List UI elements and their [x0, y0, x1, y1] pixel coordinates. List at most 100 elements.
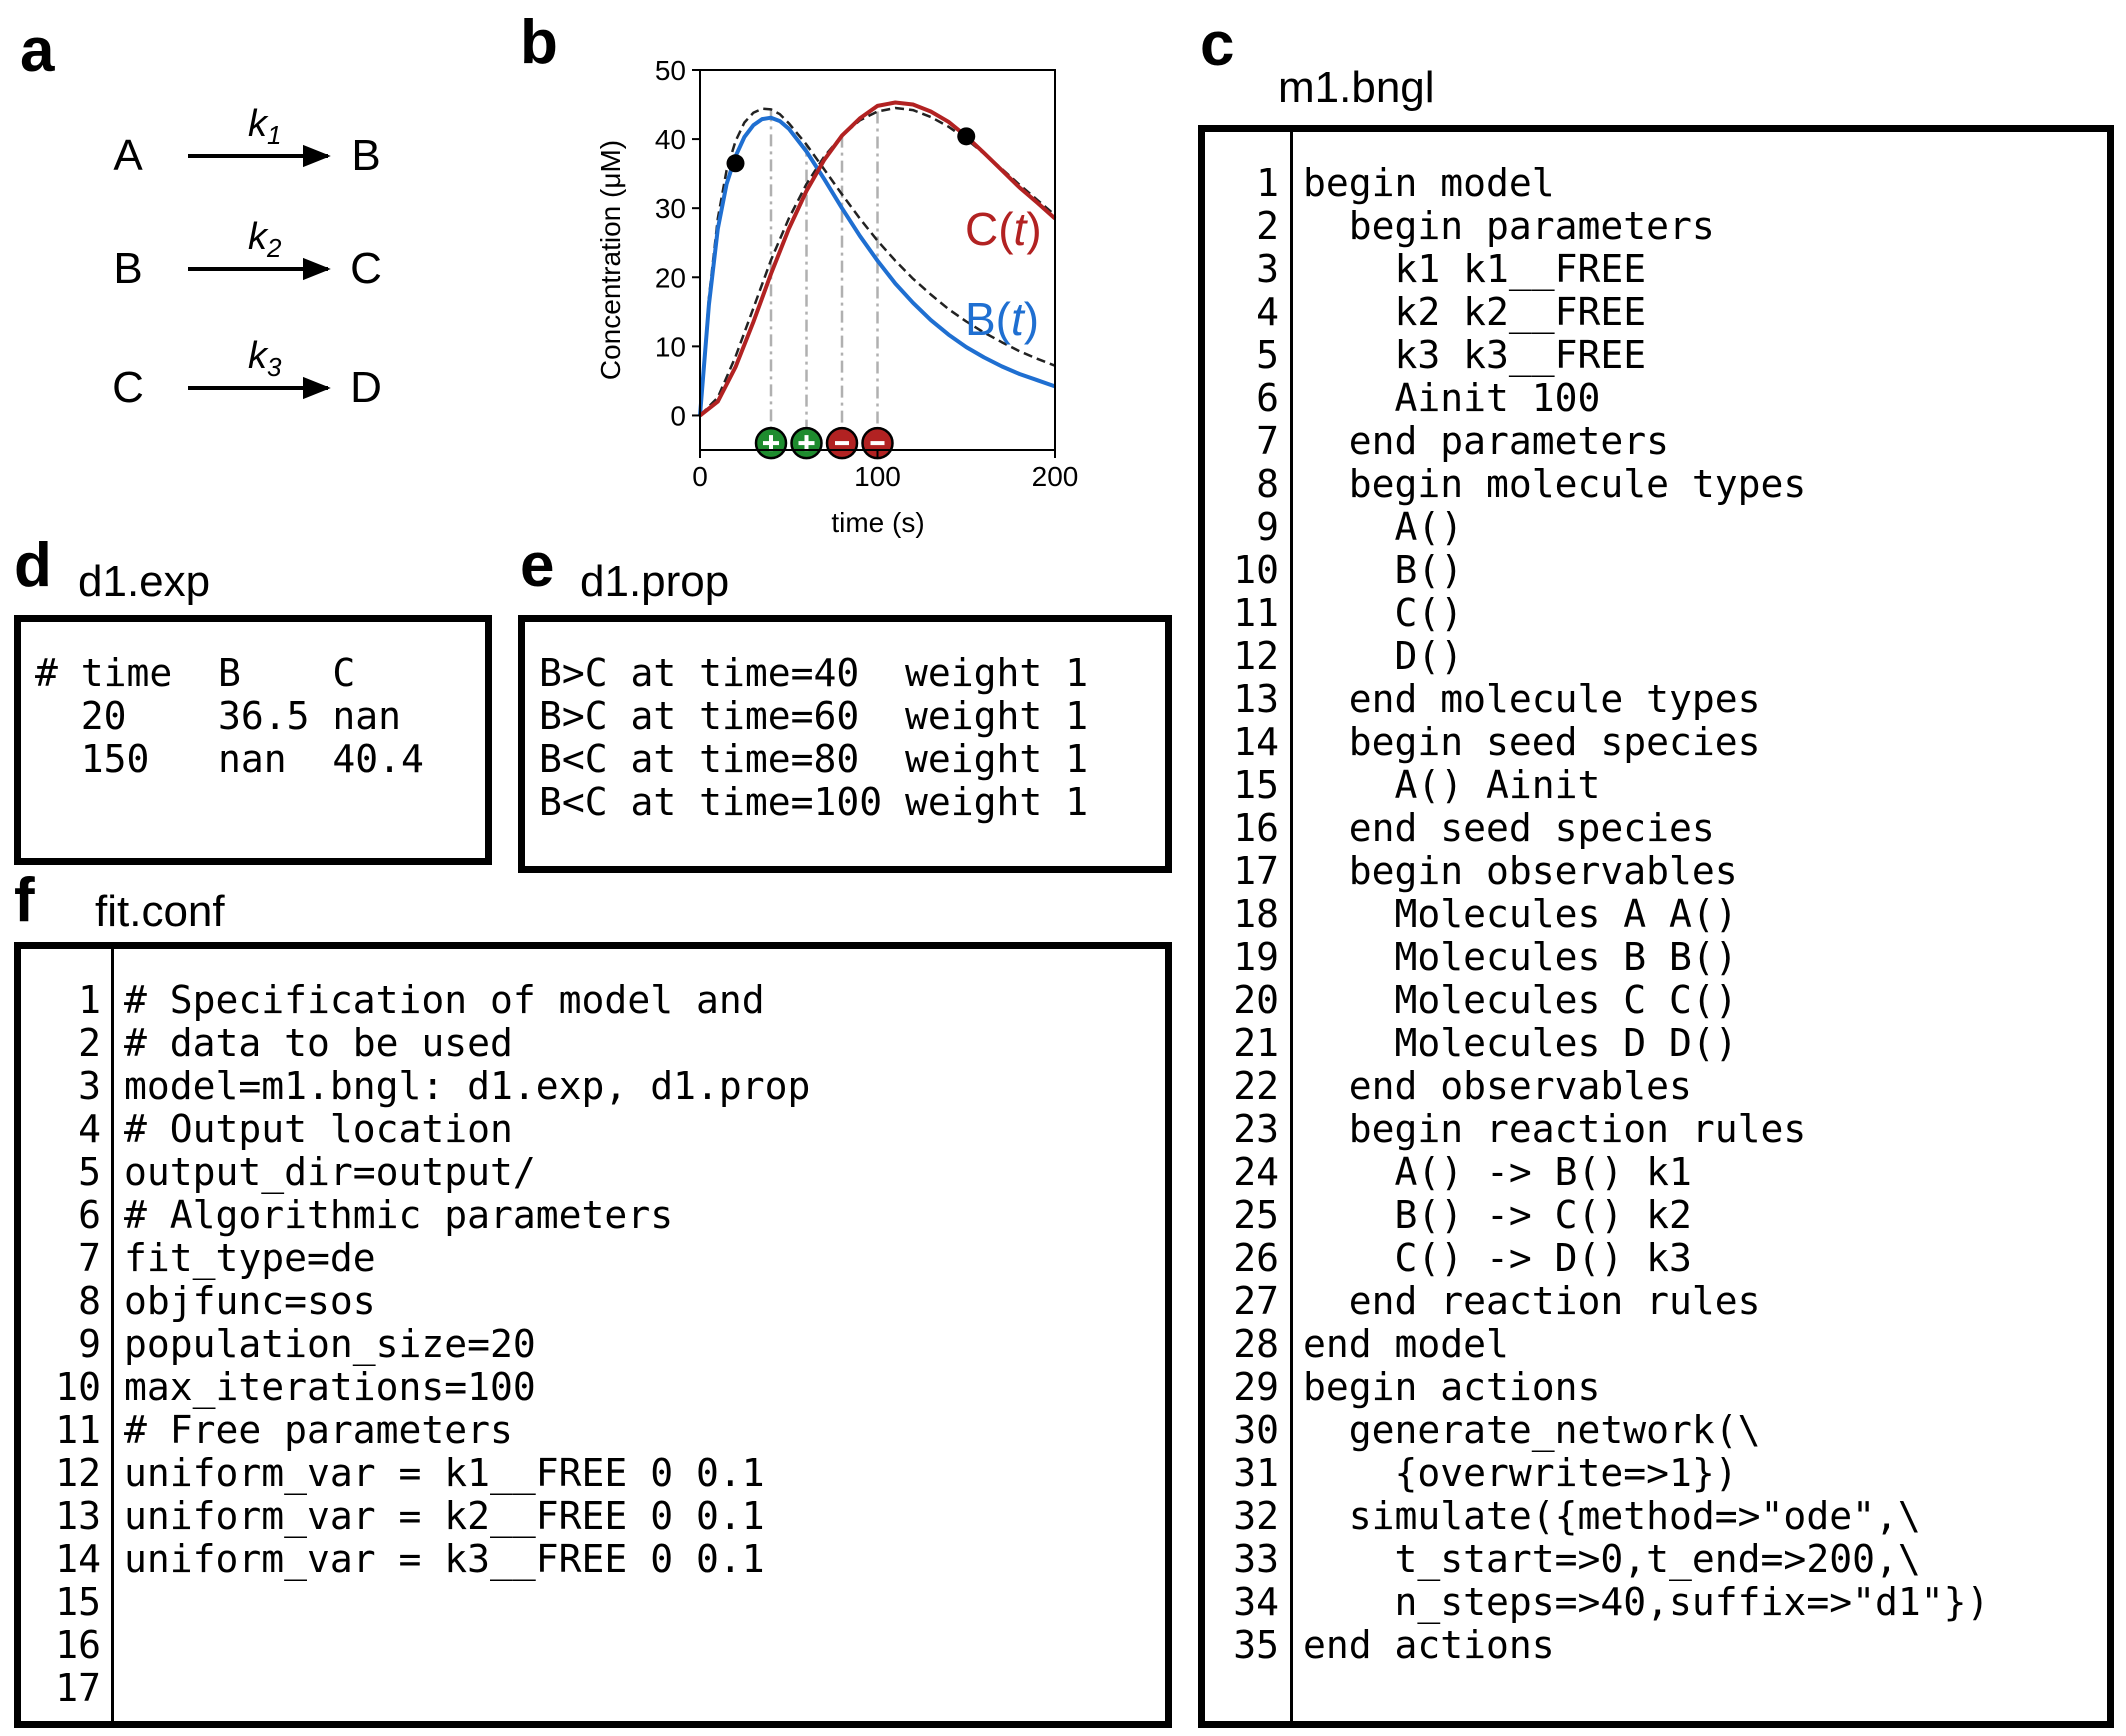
code-line: B>C at time=60 weight 1	[539, 694, 1089, 738]
y-tick-label: 50	[655, 55, 686, 86]
reactant-label: B	[113, 244, 142, 293]
reaction-1: A k1 B	[113, 103, 380, 180]
line-number: 17	[1233, 849, 1279, 893]
line-number: 12	[1233, 634, 1279, 678]
code-line: begin actions	[1303, 1365, 1601, 1409]
line-number: 17	[55, 1666, 101, 1710]
line-number: 12	[55, 1451, 101, 1495]
line-number: 34	[1233, 1580, 1279, 1624]
product-label: B	[351, 131, 380, 180]
line-number: 31	[1233, 1451, 1279, 1495]
code-line: k2 k2__FREE	[1303, 290, 1647, 334]
y-tick-label: 20	[655, 262, 686, 293]
line-number: 14	[1233, 720, 1279, 764]
code-line: # time B C	[35, 651, 356, 695]
code-line: end parameters	[1303, 419, 1670, 463]
line-number: 6	[1256, 376, 1279, 420]
code-line: # Algorithmic parameters	[124, 1193, 674, 1237]
product-label: D	[350, 363, 382, 412]
line-number-divider	[111, 949, 114, 1721]
code-line: B<C at time=80 weight 1	[539, 737, 1089, 781]
line-number: 24	[1233, 1150, 1279, 1194]
x-tick-label: 100	[854, 461, 901, 492]
line-number: 9	[1256, 505, 1279, 549]
rate-constant: k1	[248, 103, 281, 150]
reaction-2: B k2 C	[113, 216, 382, 293]
line-number: 6	[78, 1193, 101, 1237]
fit-conf-title: fit.conf	[95, 887, 225, 936]
code-line: D()	[1303, 634, 1464, 678]
code-line: C()	[1303, 591, 1464, 635]
line-number: 8	[1256, 462, 1279, 506]
concentration-chart: 0 100 200 0 10 20 30 40 50 time (s) Concentratio…	[595, 55, 1078, 538]
x-tick-label: 0	[692, 461, 708, 492]
d1-prop-code: B>C at time=40 weight 1 B>C at time=60 we…	[539, 652, 1088, 824]
line-number: 28	[1233, 1322, 1279, 1366]
line-number: 2	[78, 1021, 101, 1065]
code-line: uniform_var = k2__FREE 0 0.1	[124, 1494, 765, 1538]
rate-constant: k2	[248, 216, 282, 263]
series-line-ct	[698, 100, 1057, 418]
line-number: 11	[1233, 591, 1279, 635]
data-point	[957, 127, 976, 146]
line-number: 29	[1233, 1365, 1279, 1409]
line-number: 33	[1233, 1537, 1279, 1581]
rate-constant: k3	[248, 335, 282, 382]
line-number: 8	[78, 1279, 101, 1323]
line-number: 2	[1256, 204, 1279, 248]
line-number: 15	[55, 1580, 101, 1624]
m1-bngl-line-numbers: 1 2 3 4 5 6 7 8 9 10 11 12 13 14 15 16 17 18 19 20 21 22 23 24 2…	[1219, 162, 1279, 1667]
code-line: end molecule types	[1303, 677, 1761, 721]
d1-prop-box: B>C at time=40 weight 1 B>C at time=60 we…	[518, 615, 1172, 873]
line-number: 3	[1256, 247, 1279, 291]
data-point	[726, 154, 745, 173]
line-number: 27	[1233, 1279, 1279, 1323]
code-line: k1 k1__FREE	[1303, 247, 1647, 291]
panel-label-b: b	[520, 8, 558, 77]
code-line: # Output location	[124, 1107, 513, 1151]
code-line: # Specification of model and	[124, 978, 765, 1022]
panel-label-f: f	[14, 866, 35, 935]
code-line: begin model	[1303, 161, 1555, 205]
plus-glyph	[804, 435, 809, 452]
code-line: A() -> B() k1	[1303, 1150, 1692, 1194]
code-line: A() Ainit	[1303, 763, 1601, 807]
code-line: Molecules D D()	[1303, 1021, 1738, 1065]
reactant-label: A	[113, 131, 143, 180]
line-number: 4	[1256, 290, 1279, 334]
plus-glyph	[769, 435, 773, 452]
line-number-divider	[1290, 132, 1293, 1721]
code-line: B() -> C() k2	[1303, 1193, 1692, 1237]
code-line: A()	[1303, 505, 1464, 549]
code-line: simulate({method=>"ode",\	[1303, 1494, 1921, 1538]
line-number: 10	[55, 1365, 101, 1409]
panel-label-c: c	[1200, 10, 1235, 79]
reaction-scheme: A k1 B B k2 C C k3 D	[112, 103, 382, 412]
code-line: output_dir=output/	[124, 1150, 536, 1194]
code-line: k3 k3__FREE	[1303, 333, 1647, 377]
line-number: 7	[78, 1236, 101, 1280]
line-number: 5	[1256, 333, 1279, 377]
code-line: end reaction rules	[1303, 1279, 1761, 1323]
code-line: population_size=20	[124, 1322, 536, 1366]
line-number: 18	[1233, 892, 1279, 936]
d1-exp-title: d1.exp	[78, 557, 211, 606]
code-line: end model	[1303, 1322, 1509, 1366]
code-line: begin reaction rules	[1303, 1107, 1807, 1151]
line-number: 1	[1256, 161, 1279, 205]
series-label-b: B(t)	[965, 293, 1039, 345]
chart-property-markers	[754, 426, 894, 460]
line-number: 11	[55, 1408, 101, 1452]
code-line: # data to be used	[124, 1021, 513, 1065]
code-line: Molecules A A()	[1303, 892, 1738, 936]
code-line: 20 36.5 nan	[35, 694, 402, 738]
d1-prop-title: d1.prop	[580, 557, 730, 606]
line-number: 7	[1256, 419, 1279, 463]
line-number: 15	[1233, 763, 1279, 807]
line-number: 14	[55, 1537, 101, 1581]
line-number: 35	[1233, 1623, 1279, 1667]
series-line-bt	[698, 115, 1056, 416]
line-number: 21	[1233, 1021, 1279, 1065]
m1-bngl-title: m1.bngl	[1278, 63, 1435, 112]
panel-label-e: e	[520, 531, 555, 600]
